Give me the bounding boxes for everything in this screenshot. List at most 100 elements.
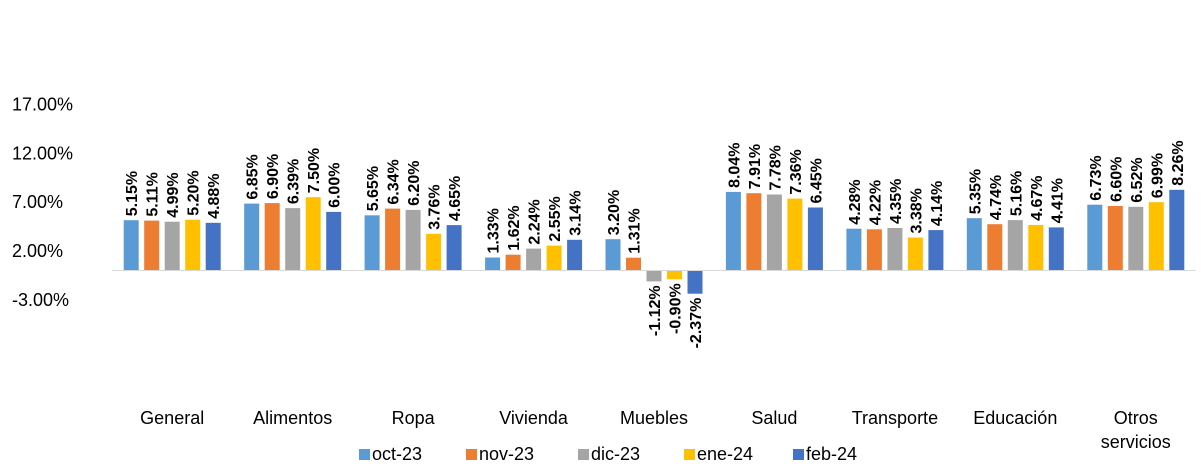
data-label: 6.73%: [1088, 155, 1105, 200]
bar-feb-24: [1048, 227, 1064, 271]
bar-ene-24: [546, 245, 562, 271]
bar-oct-23: [364, 215, 380, 271]
bar-nov-23: [144, 220, 160, 271]
legend-label: ene-24: [697, 444, 753, 464]
x-tick-label: Alimentos: [253, 408, 332, 428]
data-label: 6.85%: [245, 154, 262, 199]
data-label: 6.60%: [1108, 157, 1125, 202]
data-label: 4.28%: [847, 179, 864, 224]
bar-nov-23: [505, 254, 521, 271]
data-label: 5.35%: [967, 169, 984, 214]
legend-label: oct-23: [372, 444, 422, 464]
bar-ene-24: [907, 237, 923, 271]
data-label: 4.14%: [929, 181, 946, 226]
data-label: -1.12%: [647, 285, 664, 336]
data-label: 4.65%: [447, 176, 464, 221]
bar-nov-23: [626, 257, 641, 271]
legend-item-dic-23: dic-23: [578, 444, 640, 464]
bar-dic-23: [526, 248, 542, 271]
bar-oct-23: [485, 257, 501, 271]
data-label: 7.50%: [306, 148, 323, 193]
bar-oct-23: [1087, 204, 1103, 271]
y-tick-label: 2.00%: [12, 241, 63, 261]
data-label: 4.67%: [1029, 176, 1046, 221]
bar-feb-24: [1169, 189, 1185, 271]
data-label: 6.90%: [265, 154, 282, 199]
x-tick-label: Vivienda: [499, 408, 569, 428]
legend-label: dic-23: [591, 444, 640, 464]
data-label: 3.14%: [568, 190, 585, 235]
data-label: 1.31%: [627, 208, 644, 253]
bar-nov-23: [385, 208, 401, 271]
y-tick-label: 17.00%: [12, 94, 73, 114]
legend-item-oct-23: oct-23: [359, 444, 422, 464]
data-label: 6.34%: [386, 159, 403, 204]
x-tick-label: Transporte: [852, 408, 938, 428]
data-label: 5.11%: [145, 172, 162, 216]
bar-oct-23: [123, 220, 139, 271]
bar-oct-23: [725, 191, 741, 271]
legend-swatch: [359, 449, 370, 460]
legend-item-ene-24: ene-24: [684, 444, 753, 464]
x-tick-label: Muebles: [620, 408, 688, 428]
data-label: 7.78%: [767, 145, 784, 190]
y-tick-label: 7.00%: [12, 192, 63, 212]
x-tick-label: Educación: [973, 408, 1057, 428]
data-label: 8.26%: [1170, 140, 1187, 185]
bar-feb-24: [446, 225, 462, 271]
data-label: 4.99%: [165, 172, 182, 217]
bar-oct-23: [966, 218, 982, 271]
bar-ene-24: [426, 233, 442, 271]
bar-oct-23: [244, 203, 260, 271]
bar-oct-23: [605, 239, 621, 271]
bar-ene-24: [305, 197, 321, 271]
x-axis-tick-labels: General Alimentos Ropa Vivienda Muebles Salud…: [140, 408, 1171, 452]
bar-feb-24: [326, 211, 342, 271]
bar-ene-24: [787, 198, 803, 271]
y-tick-label: 12.00%: [12, 143, 73, 163]
data-label: 6.00%: [327, 163, 344, 208]
data-label: -0.90%: [668, 283, 685, 334]
data-label: 2.24%: [527, 199, 544, 244]
bar-nov-23: [987, 224, 1003, 271]
bar-dic-23: [766, 194, 782, 271]
x-tick-label: Salud: [751, 408, 797, 428]
data-label: -2.37%: [688, 298, 705, 349]
bar-nov-23: [746, 193, 762, 271]
data-label: 5.16%: [1008, 171, 1025, 216]
data-label: 6.52%: [1129, 157, 1146, 202]
bars-group: [123, 189, 1185, 294]
bar-dic-23: [887, 228, 903, 271]
bar-feb-24: [567, 239, 583, 271]
bar-feb-24: [205, 222, 221, 271]
bar-feb-24: [928, 230, 944, 271]
legend-item-feb-24: feb-24: [793, 444, 857, 464]
bar-dic-23: [1007, 220, 1023, 271]
data-label: 4.88%: [206, 173, 223, 218]
bar-ene-24: [1028, 224, 1044, 271]
bar-ene-24: [185, 219, 201, 271]
bar-dic-23: [164, 221, 180, 271]
bar-nov-23: [1107, 206, 1123, 271]
data-label: 6.45%: [808, 158, 825, 203]
legend-swatch: [466, 449, 477, 460]
legend: oct-23 nov-23 dic-23 ene-24 feb-24: [359, 444, 857, 464]
x-tick-label: Otros: [1114, 408, 1158, 428]
data-label: 6.20%: [406, 161, 423, 206]
data-label: 4.74%: [988, 175, 1005, 220]
data-label: 3.20%: [606, 190, 623, 235]
legend-swatch: [793, 449, 804, 460]
data-label: 5.65%: [365, 166, 382, 211]
legend-item-nov-23: nov-23: [466, 444, 534, 464]
data-labels-group: 5.15% 5.11% 4.99% 5.20% 4.88% 6.85% 6.90% 6.39%…: [124, 140, 1187, 348]
data-label: 2.55%: [547, 196, 564, 241]
legend-label: nov-23: [479, 444, 534, 464]
data-label: 4.41%: [1049, 178, 1066, 223]
data-label: 4.35%: [888, 179, 905, 224]
x-tick-label: Ropa: [392, 408, 436, 428]
data-label: 6.39%: [286, 159, 303, 204]
data-label: 1.33%: [486, 208, 503, 253]
bar-feb-24: [807, 207, 823, 271]
legend-label: feb-24: [806, 444, 857, 464]
x-tick-label: servicios: [1101, 432, 1171, 452]
